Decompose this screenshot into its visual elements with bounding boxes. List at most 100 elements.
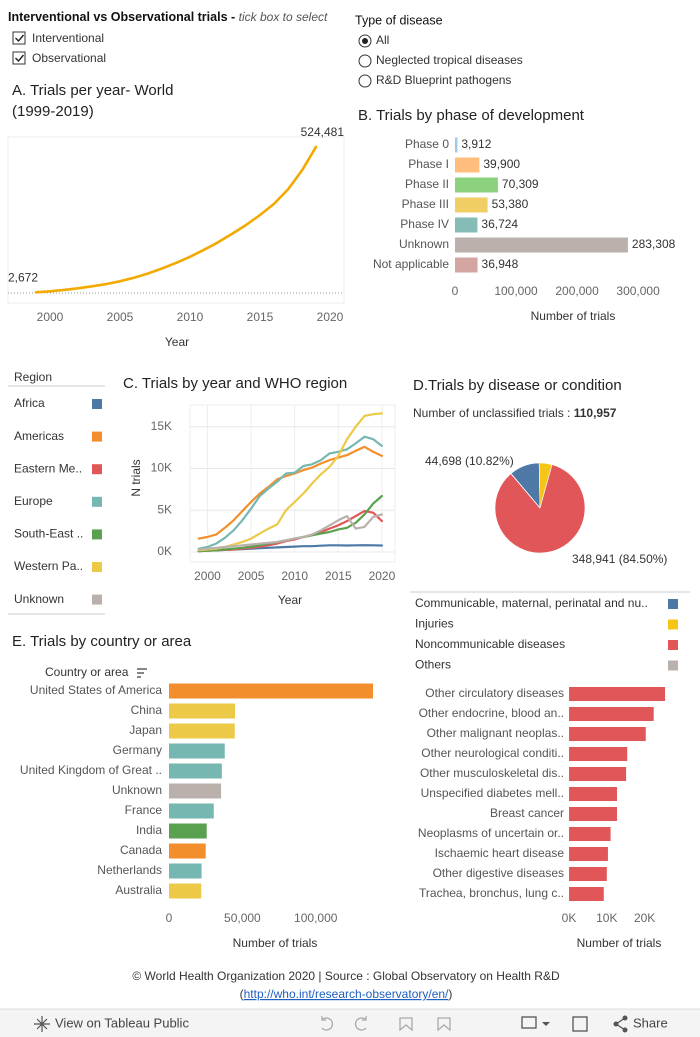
paren: ( (240, 987, 244, 1001)
bar (455, 257, 478, 273)
filter-title: Type of disease (355, 13, 443, 27)
x-tick-label: 2010 (177, 310, 204, 324)
x-tick-label: 0 (452, 284, 459, 298)
view-on-tableau[interactable]: View on Tableau Public (34, 1015, 189, 1032)
bar (569, 707, 654, 721)
filter-title: Interventional vs Observational trials -… (8, 10, 328, 24)
bar (169, 843, 206, 859)
y-category-label: Unknown (399, 237, 449, 251)
x-tick-label: 2020 (317, 310, 344, 324)
bar (455, 197, 488, 213)
y-category-label: Other endocrine, blood an.. (419, 706, 564, 720)
check-mark (15, 34, 25, 43)
legend-label: Eastern Me.. (14, 461, 82, 475)
refresh-icon[interactable] (437, 1017, 451, 1032)
radio-label[interactable]: All (376, 33, 389, 47)
legend-label: South-East .. (14, 527, 83, 541)
plot-frame (189, 404, 396, 563)
filter-hint: tick box to select (239, 10, 328, 24)
footer-link[interactable]: http://who.int/research-observatory/en/ (244, 987, 449, 1001)
y-category-label: Trachea, bronchus, lung c.. (419, 886, 564, 900)
y-axis-label: N trials (129, 459, 143, 496)
x-tick-label: 0K (562, 911, 577, 925)
legend-swatch (92, 529, 102, 540)
legend-label: Europe (14, 494, 53, 508)
x-tick-label: 2015 (247, 310, 274, 324)
download-icon[interactable] (521, 1016, 537, 1029)
legend-label: Communicable, maternal, perinatal and nu… (415, 596, 648, 610)
data-label: 39,900 (483, 157, 520, 171)
unclassified-count: 110,957 (574, 406, 617, 420)
checkbox[interactable]: Observational (12, 51, 106, 65)
y-category-label: Japan (129, 723, 162, 737)
sort-icon[interactable] (137, 668, 147, 678)
y-category-label: Ischaemic heart disease (435, 846, 565, 860)
bar (455, 177, 498, 193)
x-axis-label: Year (165, 335, 189, 349)
x-tick-label: 100,000 (494, 284, 538, 298)
y-category-label: Phase 0 (405, 137, 449, 151)
footer-credit: © World Health Organization 2020 | Sourc… (132, 969, 560, 983)
bar (569, 787, 618, 801)
y-category-label: Australia (115, 883, 162, 897)
legend-label: Africa (14, 396, 45, 410)
data-label: 283,308 (632, 237, 676, 251)
data-label: 348,941 (84.50%) (572, 552, 667, 566)
dropdown-caret[interactable] (542, 1022, 550, 1026)
chart-title: E. Trials by country or area (12, 633, 192, 650)
x-tick-label: 300,000 (616, 284, 660, 298)
legend-swatch (668, 599, 678, 609)
radio-circle[interactable] (358, 54, 372, 68)
x-tick-label: 2005 (107, 310, 134, 324)
y-tick-label: 10K (151, 461, 172, 475)
x-tick-label: 200,000 (555, 284, 599, 298)
radio-label[interactable]: Neglected tropical diseases (376, 53, 523, 67)
bar (569, 867, 607, 881)
bar (569, 807, 618, 821)
revert-icon[interactable] (399, 1017, 413, 1032)
line-series (197, 445, 383, 540)
bar (569, 887, 604, 901)
view-link[interactable]: View on Tableau Public (55, 1015, 189, 1030)
y-category-label: Neoplasms of uncertain or.. (418, 826, 564, 840)
bar (169, 783, 222, 799)
x-tick-label: 50,000 (224, 911, 261, 925)
share[interactable]: Share (613, 1015, 668, 1033)
checkbox-box[interactable] (12, 31, 26, 45)
y-category-label: Other musculoskeletal dis.. (420, 766, 564, 780)
radio[interactable]: All (358, 33, 389, 48)
x-axis-label: Year (278, 593, 302, 607)
data-label: 70,309 (502, 177, 539, 191)
checkbox-label[interactable]: Interventional (32, 31, 104, 45)
radio[interactable]: Neglected tropical diseases (358, 53, 523, 68)
y-category-label: United States of America (30, 683, 162, 697)
checkbox-box[interactable] (12, 51, 26, 65)
undo-icon[interactable] (321, 1016, 334, 1031)
legend-label: Unknown (14, 592, 64, 606)
line-series (197, 435, 383, 550)
bar (569, 767, 627, 781)
line-series (197, 494, 383, 553)
checkbox[interactable]: Interventional (12, 31, 104, 45)
x-tick-label: 2000 (194, 569, 221, 583)
bar (569, 687, 666, 701)
share-label[interactable]: Share (633, 1015, 668, 1030)
radio-circle[interactable] (358, 74, 372, 88)
radio[interactable]: R&D Blueprint pathogens (358, 73, 511, 88)
pie-slice (510, 473, 541, 509)
y-category-label: Not applicable (373, 257, 449, 271)
y-category-label: China (131, 703, 163, 717)
fullscreen-icon[interactable] (572, 1016, 588, 1032)
y-category-label: Other malignant neoplas.. (427, 726, 564, 740)
checkbox-label[interactable]: Observational (32, 51, 106, 65)
legend-swatch (92, 562, 102, 572)
data-label: 36,724 (481, 217, 518, 231)
chart-title: C. Trials by year and WHO region (123, 375, 347, 392)
radio-label[interactable]: R&D Blueprint pathogens (376, 73, 511, 87)
bar (455, 157, 480, 173)
x-tick-label: 2015 (325, 569, 352, 583)
redo-icon[interactable] (354, 1016, 367, 1031)
bar (569, 847, 608, 861)
filter-title-main: Interventional vs Observational trials - (8, 10, 239, 24)
